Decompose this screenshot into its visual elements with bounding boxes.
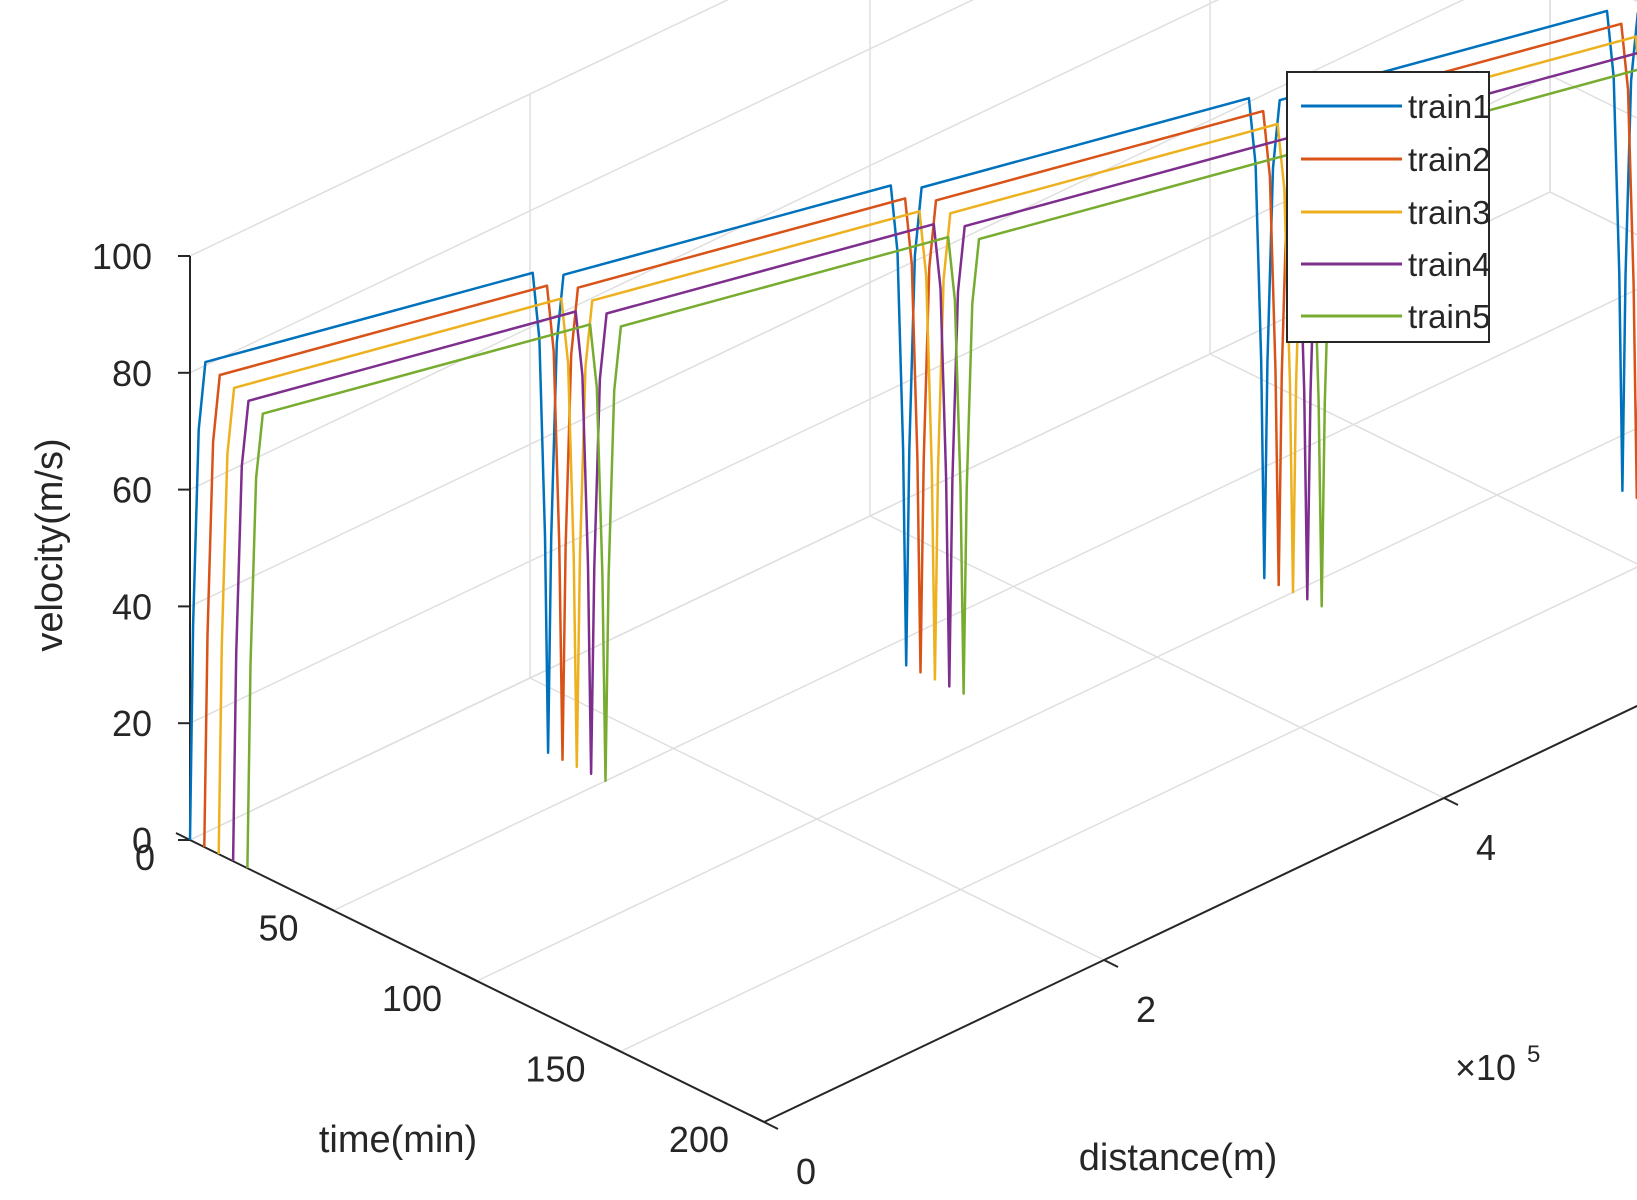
series-line-train5: [246, 68, 1637, 869]
floor-grid-t-1: [333, 288, 1637, 912]
floor-grid-t-4: [763, 705, 1637, 1123]
x-tick-1: [1103, 959, 1119, 968]
x-axis-multiplier-power: 5: [1527, 1041, 1540, 1068]
x-tick-label-2: 4: [1476, 827, 1496, 868]
side-grid-z-2: [1632, 0, 1637, 2]
back-grid-z-3: [189, 0, 1220, 491]
series-line-train3: [217, 35, 1637, 855]
back-grid-z-4: [189, 0, 975, 374]
floor-grid-t-3: [620, 566, 1637, 1053]
legend-entry-train1: train1: [1301, 88, 1491, 125]
x-tick-0: [763, 1121, 779, 1130]
legend-entry-train3: train3: [1301, 194, 1491, 231]
side-grid-z-4: [1550, 0, 1637, 7]
legend-label-train4: train4: [1408, 246, 1491, 283]
legend-label-train1: train1: [1408, 88, 1491, 125]
y-tick-label-1: 50: [258, 908, 298, 949]
legend-entry-train5: train5: [1301, 298, 1491, 335]
legend-entry-train2: train2: [1301, 141, 1491, 178]
series-layer: [188, 9, 1637, 869]
floor-grid-x-3: [1209, 353, 1637, 565]
legend-label-train5: train5: [1408, 298, 1491, 335]
z-axis-title: velocity(m/s): [29, 438, 71, 651]
series-line-train1: [188, 9, 1637, 841]
x-tick-label-1: 2: [1136, 989, 1156, 1030]
y-tick-0: [175, 832, 191, 841]
x-tick-2: [1443, 797, 1459, 806]
legend-entry-train4: train4: [1301, 246, 1491, 283]
y-tick-label-2: 100: [382, 978, 442, 1019]
legend-box: [1286, 71, 1490, 343]
y-tick-label-3: 150: [525, 1049, 585, 1090]
y-tick-1: [319, 902, 334, 912]
z-tick-label-0: 0: [132, 820, 152, 861]
back-grid-z-2: [189, 0, 1465, 608]
z-tick-label-1: 20: [112, 703, 152, 744]
y-tick-3: [606, 1043, 621, 1053]
x-axis-line: [763, 704, 1637, 1123]
axes-layer: 02040608010005010015020002468: [92, 236, 1637, 1192]
z-tick-label-3: 60: [112, 470, 152, 511]
legend-label-train2: train2: [1408, 141, 1491, 178]
x-axis-title: distance(m): [1079, 1137, 1278, 1179]
z-tick-label-5: 100: [92, 236, 152, 277]
y-tick-4: [749, 1114, 765, 1123]
series-line-train2: [203, 22, 1637, 848]
back-grid-z-5: [189, 0, 730, 257]
x-tick-label-0: 0: [796, 1151, 816, 1192]
z-tick-label-4: 80: [112, 353, 152, 394]
y-tick-label-0: 0: [135, 837, 155, 878]
y-tick-label-4: 200: [669, 1119, 729, 1160]
x-axis-multiplier-base: ×10: [1455, 1047, 1516, 1088]
x-axis-multiplier: ×10 5: [1455, 1041, 1540, 1088]
y-axis-title: time(min): [319, 1119, 477, 1161]
z-tick-label-2: 40: [112, 586, 152, 627]
legend-label-train3: train3: [1408, 194, 1491, 231]
legend: train1 train2 train3 train4 train5: [1286, 71, 1491, 343]
y-tick-2: [462, 973, 478, 982]
floor-grid-t-2: [476, 427, 1637, 982]
series-line-train4: [231, 51, 1637, 862]
